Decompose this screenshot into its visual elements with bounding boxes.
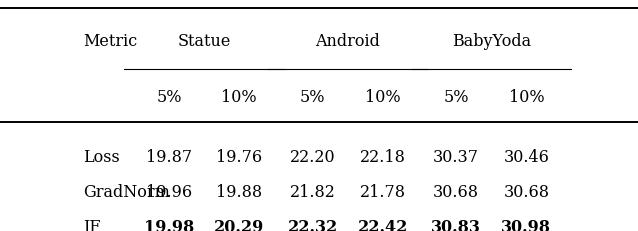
Text: 19.87: 19.87: [146, 149, 192, 166]
Text: 19.96: 19.96: [146, 183, 192, 200]
Text: Statue: Statue: [177, 33, 231, 50]
Text: 22.18: 22.18: [360, 149, 406, 166]
Text: IF: IF: [83, 218, 100, 231]
Text: 30.37: 30.37: [433, 149, 479, 166]
Text: 10%: 10%: [508, 88, 544, 106]
Text: BabyYoda: BabyYoda: [452, 33, 531, 50]
Text: Android: Android: [315, 33, 380, 50]
Text: 5%: 5%: [300, 88, 325, 106]
Text: 5%: 5%: [443, 88, 469, 106]
Text: 22.20: 22.20: [290, 149, 336, 166]
Text: Loss: Loss: [83, 149, 120, 166]
Text: 30.68: 30.68: [433, 183, 479, 200]
Text: 22.42: 22.42: [358, 218, 408, 231]
Text: 22.32: 22.32: [288, 218, 338, 231]
Text: 5%: 5%: [156, 88, 182, 106]
Text: 30.68: 30.68: [503, 183, 549, 200]
Text: 20.29: 20.29: [214, 218, 264, 231]
Text: Metric: Metric: [83, 33, 137, 50]
Text: 30.98: 30.98: [501, 218, 551, 231]
Text: 10%: 10%: [365, 88, 401, 106]
Text: GradNorm: GradNorm: [83, 183, 170, 200]
Text: 19.98: 19.98: [144, 218, 194, 231]
Text: 19.88: 19.88: [216, 183, 262, 200]
Text: 21.78: 21.78: [360, 183, 406, 200]
Text: 30.46: 30.46: [503, 149, 549, 166]
Text: 19.76: 19.76: [216, 149, 262, 166]
Text: 30.83: 30.83: [431, 218, 481, 231]
Text: 10%: 10%: [221, 88, 257, 106]
Text: 21.82: 21.82: [290, 183, 336, 200]
